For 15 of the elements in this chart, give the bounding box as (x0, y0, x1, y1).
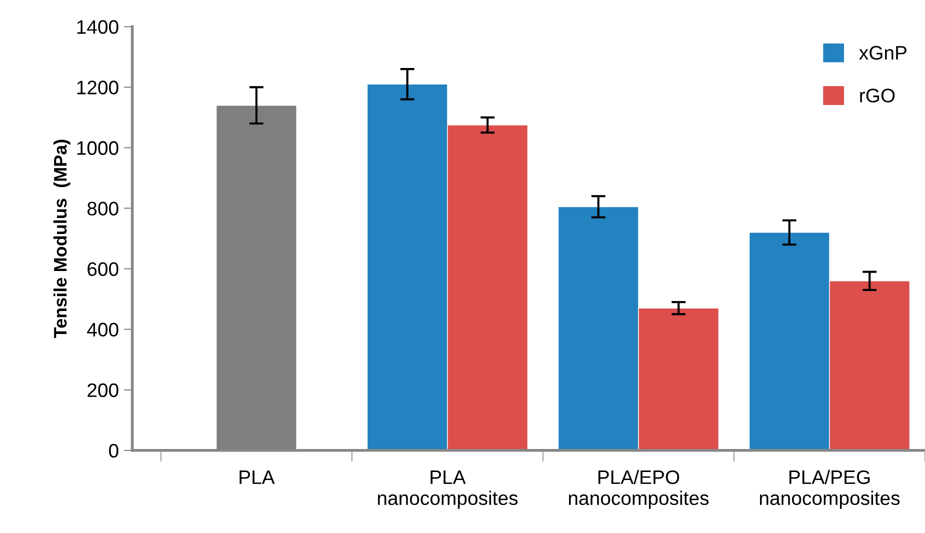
y-tick-label: 1400 (77, 20, 118, 34)
x-tick-label: PLA (240, 470, 275, 484)
y-tick-label: 0 (109, 444, 118, 458)
x-tick-label: PLA/PEG nanocomposites (760, 470, 900, 509)
y-tick-label: 600 (88, 262, 118, 276)
y-tick-label: 1000 (77, 141, 118, 155)
y-tick-label: 1200 (77, 80, 118, 94)
x-tick-label: PLA nanocomposites (378, 470, 518, 509)
y-tick-label: 800 (87, 202, 118, 216)
x-tick-label: PLA/EPO nanocomposites (568, 470, 709, 509)
y-tick-label: 200 (88, 383, 118, 398)
y-axis-title: Tensile Modulus (MPa) (53, 140, 70, 338)
legend-label: xGnP (859, 46, 906, 60)
legend-label: rGO (860, 88, 895, 102)
y-tick-label: 400 (87, 322, 118, 337)
